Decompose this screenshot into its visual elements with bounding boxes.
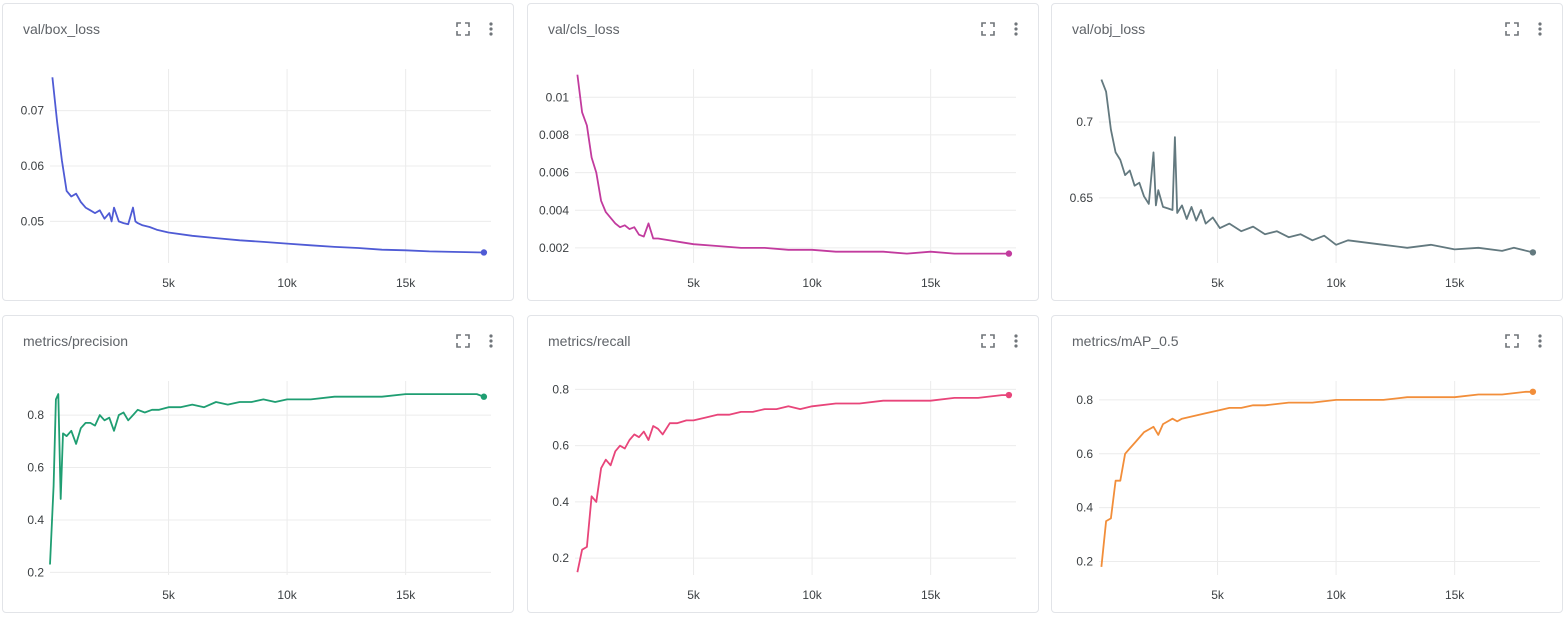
y-tick-label: 0.6 (27, 461, 44, 475)
y-tick-label: 0.06 (21, 159, 45, 173)
chart-panel-val-obj-loss: val/obj_loss 0.65 0.7 5k 10k 15k (1051, 3, 1563, 301)
last-point-marker (480, 393, 488, 400)
y-tick-label: 0.05 (21, 214, 45, 228)
expand-icon[interactable] (455, 21, 471, 37)
panel-title: metrics/precision (23, 333, 129, 349)
last-point-marker (480, 249, 488, 256)
y-tick-label: 0.004 (539, 203, 569, 217)
panel-title: val/obj_loss (1072, 21, 1146, 37)
y-tick-label: 0.008 (539, 128, 569, 142)
y-tick-label: 0.65 (1070, 191, 1094, 205)
series-line (1100, 79, 1534, 254)
y-tick-label: 0.07 (21, 104, 45, 118)
chart-panel-metrics-recall: metrics/recall 0.2 0.4 0.6 0.8 5k 10k 15k (527, 315, 1039, 613)
chart-panel-val-cls-loss: val/cls_loss 0.002 0.004 0.006 0.008 0.01 5k 1… (527, 3, 1039, 301)
plot-area: 0.05 0.06 0.07 5k 10k 15k (21, 69, 491, 290)
expand-icon[interactable] (455, 333, 471, 349)
more-vert-icon[interactable] (1008, 333, 1024, 349)
x-tick-label: 10k (802, 276, 822, 290)
x-tick-label: 5k (687, 276, 701, 290)
y-tick-label: 0.8 (552, 382, 569, 396)
y-tick-label: 0.7 (1076, 115, 1093, 129)
last-point-marker (1529, 249, 1537, 256)
x-tick-label: 15k (1445, 588, 1465, 602)
expand-icon[interactable] (980, 21, 996, 37)
x-tick-label: 5k (162, 276, 176, 290)
y-tick-label: 0.2 (27, 565, 44, 579)
y-tick-label: 0.006 (539, 166, 569, 180)
x-tick-label: 15k (396, 588, 416, 602)
plot-area: 0.65 0.7 5k 10k 15k (1070, 69, 1540, 290)
more-vert-icon[interactable] (483, 21, 499, 37)
chart-panel-val-box-loss: val/box_loss 0.05 0.06 0.07 5k 10k 15k (2, 3, 514, 301)
last-point-marker (1005, 391, 1013, 399)
x-tick-label: 10k (277, 588, 297, 602)
x-tick-label: 15k (1445, 276, 1465, 290)
plot-area: 0.2 0.4 0.6 0.8 5k 10k 15k (27, 381, 491, 602)
y-tick-label: 0.4 (27, 513, 44, 527)
expand-icon[interactable] (980, 333, 996, 349)
plot-area: 0.2 0.4 0.6 0.8 5k 10k 15k (1076, 381, 1540, 602)
y-tick-label: 0.8 (27, 408, 44, 422)
y-tick-label: 0.6 (1076, 447, 1093, 461)
y-tick-label: 0.8 (1076, 393, 1093, 407)
chart-panel-metrics-precision: metrics/precision 0.2 0.4 0.6 0.8 5k 10k 15k (2, 315, 514, 613)
panel-title: val/cls_loss (548, 21, 620, 37)
y-tick-label: 0.4 (552, 495, 569, 509)
more-vert-icon[interactable] (1532, 333, 1548, 349)
x-tick-label: 15k (921, 588, 941, 602)
x-tick-label: 5k (687, 588, 701, 602)
last-point-marker (1529, 388, 1537, 395)
y-tick-label: 0.4 (1076, 501, 1093, 515)
series-line (51, 77, 484, 254)
x-tick-label: 5k (162, 588, 176, 602)
panel-title: val/box_loss (23, 21, 101, 37)
x-tick-label: 15k (921, 276, 941, 290)
chart-panel-metrics-map-0-5: metrics/mAP_0.5 0.2 0.4 0.6 0.8 5k 10k 15k (1051, 315, 1563, 613)
x-tick-label: 10k (277, 276, 297, 290)
y-tick-label: 0.01 (546, 90, 570, 104)
plot-area: 0.2 0.4 0.6 0.8 5k 10k 15k (552, 381, 1016, 602)
x-tick-label: 10k (802, 588, 822, 602)
expand-icon[interactable] (1504, 333, 1520, 349)
more-vert-icon[interactable] (483, 333, 499, 349)
y-tick-label: 0.002 (539, 241, 569, 255)
y-tick-label: 0.6 (552, 439, 569, 453)
series-line (1100, 390, 1533, 567)
x-tick-label: 5k (1211, 588, 1225, 602)
expand-icon[interactable] (1504, 21, 1520, 37)
y-tick-label: 0.2 (1076, 555, 1093, 569)
more-vert-icon[interactable] (1532, 21, 1548, 37)
y-tick-label: 0.2 (552, 551, 569, 565)
plot-area: 0.002 0.004 0.006 0.008 0.01 5k 10k 15k (539, 69, 1016, 290)
x-tick-label: 15k (396, 276, 416, 290)
x-tick-label: 10k (1326, 588, 1346, 602)
more-vert-icon[interactable] (1008, 21, 1024, 37)
series-line (576, 394, 1009, 573)
x-tick-label: 10k (1326, 276, 1346, 290)
last-point-marker (1005, 250, 1013, 257)
series-line (576, 74, 1009, 255)
series-line (49, 393, 485, 565)
x-tick-label: 5k (1211, 276, 1225, 290)
panel-title: metrics/recall (548, 333, 631, 349)
panel-title: metrics/mAP_0.5 (1072, 333, 1179, 349)
